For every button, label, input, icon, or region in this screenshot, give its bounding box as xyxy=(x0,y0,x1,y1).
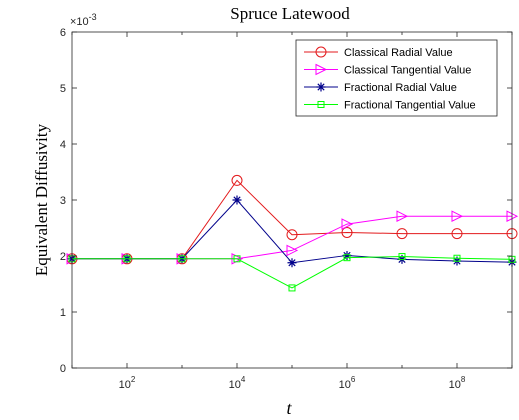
data-point xyxy=(287,258,297,268)
data-point xyxy=(232,195,242,205)
legend-label: Classical Radial Value xyxy=(344,47,453,59)
y-tick-label: 0 xyxy=(60,363,66,375)
x-tick-exponent: 4 xyxy=(241,375,246,384)
plot-content xyxy=(66,174,519,292)
data-point xyxy=(396,210,409,223)
series-4 xyxy=(68,253,516,292)
legend-marker xyxy=(315,46,327,58)
legend-label: Fractional Tangential Value xyxy=(344,100,476,112)
data-point xyxy=(231,174,243,186)
y-tick-label: 3 xyxy=(60,195,66,207)
data-point xyxy=(286,229,298,241)
data-point xyxy=(178,255,186,263)
y-tick-label: 4 xyxy=(60,139,66,151)
legend-box xyxy=(295,39,498,117)
x-tick-base: 10 xyxy=(339,379,351,391)
legend-entry: Classical Radial Value xyxy=(304,46,453,59)
y-tick-label: 2 xyxy=(60,251,66,263)
x-tick-exponent: 2 xyxy=(131,375,136,384)
legend-label: Classical Tangential Value xyxy=(344,65,471,77)
y-tick-label: 6 xyxy=(60,27,66,39)
data-point xyxy=(233,255,241,263)
data-point xyxy=(341,218,354,230)
legend-entry: Fractional Radial Value xyxy=(304,82,457,94)
data-point xyxy=(453,254,461,262)
x-tick-label: 104 xyxy=(229,375,246,391)
x-tick-base: 10 xyxy=(229,379,241,391)
chart-title: Spruce Latewood xyxy=(230,4,350,23)
legend-entry: Classical Tangential Value xyxy=(304,63,471,77)
data-point xyxy=(341,226,353,238)
data-point xyxy=(398,253,406,261)
data-point xyxy=(451,210,464,223)
data-point xyxy=(342,250,352,260)
legend-entry: Fractional Tangential Value xyxy=(304,100,476,112)
x-tick-exponent: 6 xyxy=(351,375,356,384)
series-line xyxy=(72,256,513,289)
legend: Classical Radial Value Classical Tangenti… xyxy=(295,39,498,117)
x-tick-label: 102 xyxy=(119,375,136,391)
y-axis-label: Equivalent Diffusivity xyxy=(32,123,51,276)
legend-marker xyxy=(316,82,326,92)
y-tick-label: 1 xyxy=(60,307,66,319)
x-tick-label: 106 xyxy=(339,375,356,391)
x-tick-label: 108 xyxy=(449,375,466,391)
y-multiplier-exponent: -3 xyxy=(89,12,97,22)
data-point xyxy=(288,284,296,292)
x-tick-base: 10 xyxy=(449,379,461,391)
x-axis-label: t xyxy=(286,398,292,418)
legend-marker xyxy=(317,101,325,108)
x-tick-exponent: 8 xyxy=(461,375,466,384)
data-point xyxy=(123,255,131,263)
y-axis-multiplier: ×10-3 xyxy=(70,12,97,28)
data-point xyxy=(286,244,299,257)
legend-label: Fractional Radial Value xyxy=(344,82,457,94)
x-tick-base: 10 xyxy=(119,379,131,391)
legend-marker xyxy=(315,63,328,76)
data-point xyxy=(451,228,463,240)
data-point xyxy=(396,228,408,240)
y-multiplier-base: ×10 xyxy=(70,16,89,28)
data-point xyxy=(343,254,351,262)
y-tick-label: 5 xyxy=(60,83,66,95)
